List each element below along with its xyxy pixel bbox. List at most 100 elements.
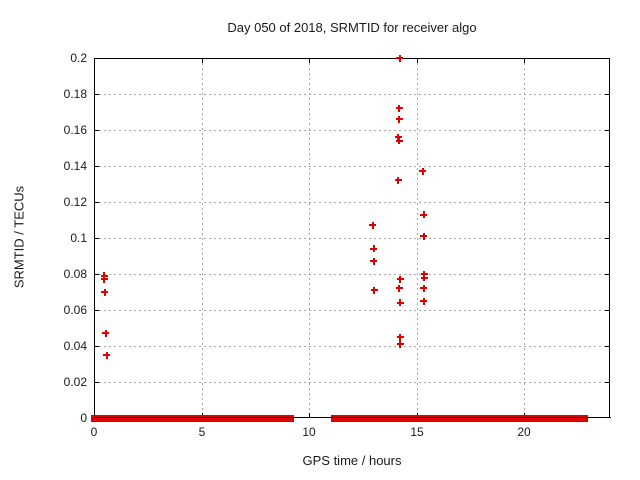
data-point-plus-marker <box>395 137 403 145</box>
data-point-plus-marker <box>102 329 110 337</box>
y-tick-left <box>95 202 99 203</box>
data-point-plus-marker <box>396 54 404 62</box>
y-gridline <box>94 94 610 95</box>
data-point-plus-marker <box>420 297 428 305</box>
data-point-plus-marker <box>420 232 428 240</box>
x-tick-top <box>417 59 418 63</box>
zero-band-segment <box>554 414 589 422</box>
y-gridline <box>94 382 610 383</box>
y-tick-right <box>605 310 609 311</box>
data-point-plus-marker <box>395 104 403 112</box>
x-tick-label: 10 <box>302 425 316 439</box>
y-tick-label: 0.08 <box>63 267 87 281</box>
y-tick-left <box>95 346 99 347</box>
zero-band-segment <box>491 414 515 422</box>
zero-band-segment <box>347 414 401 422</box>
zero-band-segment <box>443 414 454 422</box>
data-point-plus-marker <box>396 275 404 283</box>
y-gridline <box>94 202 610 203</box>
data-point-plus-marker <box>394 176 402 184</box>
y-tick-right <box>605 166 609 167</box>
x-tick-top <box>524 59 525 63</box>
data-point-plus-marker <box>420 211 428 219</box>
zero-band-segment <box>127 414 139 422</box>
y-gridline <box>94 310 610 311</box>
x-tick-label: 20 <box>517 425 531 439</box>
y-tick-left <box>95 274 99 275</box>
y-tick-label: 0.18 <box>63 87 87 101</box>
data-point-plus-marker <box>394 133 402 141</box>
y-gridline <box>94 274 610 275</box>
zero-band-segment <box>145 414 155 422</box>
zero-band-segment <box>165 414 196 422</box>
y-tick-right <box>605 94 609 95</box>
y-tick-label: 0.06 <box>63 303 87 317</box>
zero-band-segment <box>510 414 555 422</box>
zero-band-segment <box>154 414 166 422</box>
y-tick-right <box>605 130 609 131</box>
zero-band-segment <box>191 414 248 422</box>
data-point-plus-marker <box>100 275 108 283</box>
x-axis-line <box>94 417 611 418</box>
data-point-plus-marker <box>420 284 428 292</box>
data-point-plus-marker <box>370 257 377 265</box>
y-tick-left <box>95 166 99 167</box>
y-tick-left <box>95 382 99 383</box>
y-tick-right <box>605 274 609 275</box>
data-point-plus-marker <box>395 115 403 123</box>
zero-band-segment <box>453 414 472 422</box>
x-tick-label: 0 <box>90 425 98 439</box>
zero-band-segment <box>134 414 146 422</box>
data-point-plus-marker <box>100 272 108 280</box>
x-tick-top <box>202 59 203 63</box>
y-tick-label: 0.2 <box>70 51 87 65</box>
x-tick-bottom <box>309 413 310 417</box>
y-tick-label: 0.04 <box>63 339 87 353</box>
x-tick-label: 15 <box>410 425 424 439</box>
y-tick-left <box>95 238 99 239</box>
x-tick-label: 5 <box>198 425 206 439</box>
zero-band-segment <box>448 414 459 422</box>
zero-band-segment <box>331 414 346 422</box>
y-gridline <box>94 130 610 131</box>
data-point-plus-marker <box>420 274 428 282</box>
zero-band-segment <box>243 414 294 422</box>
x-axis-label: GPS time / hours <box>302 453 402 468</box>
y-tick-left <box>95 94 99 95</box>
data-point-plus-marker <box>370 245 377 253</box>
zero-band-segment <box>95 414 133 422</box>
y-gridline <box>94 238 610 239</box>
y-tick-label: 0.1 <box>70 231 87 245</box>
x-tick-top <box>309 59 310 63</box>
y-tick-right <box>605 238 609 239</box>
data-point-plus-marker <box>396 299 404 307</box>
data-point-plus-marker <box>369 221 377 229</box>
zero-band-segment <box>149 414 160 422</box>
y-tick-right <box>605 382 609 383</box>
zero-band-segment <box>341 414 352 422</box>
zero-band-segment <box>395 414 425 422</box>
data-point-plus-marker <box>420 270 428 278</box>
data-point-plus-marker <box>396 340 404 348</box>
y-tick-label: 0.02 <box>63 375 87 389</box>
y-gridline <box>94 166 610 167</box>
data-point-plus-marker <box>370 286 378 294</box>
data-point-plus-marker <box>419 167 427 175</box>
y-tick-left <box>95 310 99 311</box>
y-gridline <box>94 346 610 347</box>
y-tick-label: 0.16 <box>63 123 87 137</box>
data-point-plus-marker <box>103 351 111 359</box>
data-point-plus-marker <box>101 288 109 296</box>
plot-border <box>94 58 610 418</box>
y-tick-right <box>605 202 609 203</box>
y-tick-label: 0.12 <box>63 195 87 209</box>
zero-band-segment <box>471 414 496 422</box>
y-tick-label: 0 <box>80 411 87 425</box>
zero-band-segment <box>419 414 449 422</box>
y-tick-label: 0.14 <box>63 159 87 173</box>
zero-band-segment <box>549 414 560 422</box>
zero-band-segment <box>160 414 170 422</box>
data-point-plus-marker <box>395 284 403 292</box>
data-point-plus-marker <box>396 333 404 341</box>
